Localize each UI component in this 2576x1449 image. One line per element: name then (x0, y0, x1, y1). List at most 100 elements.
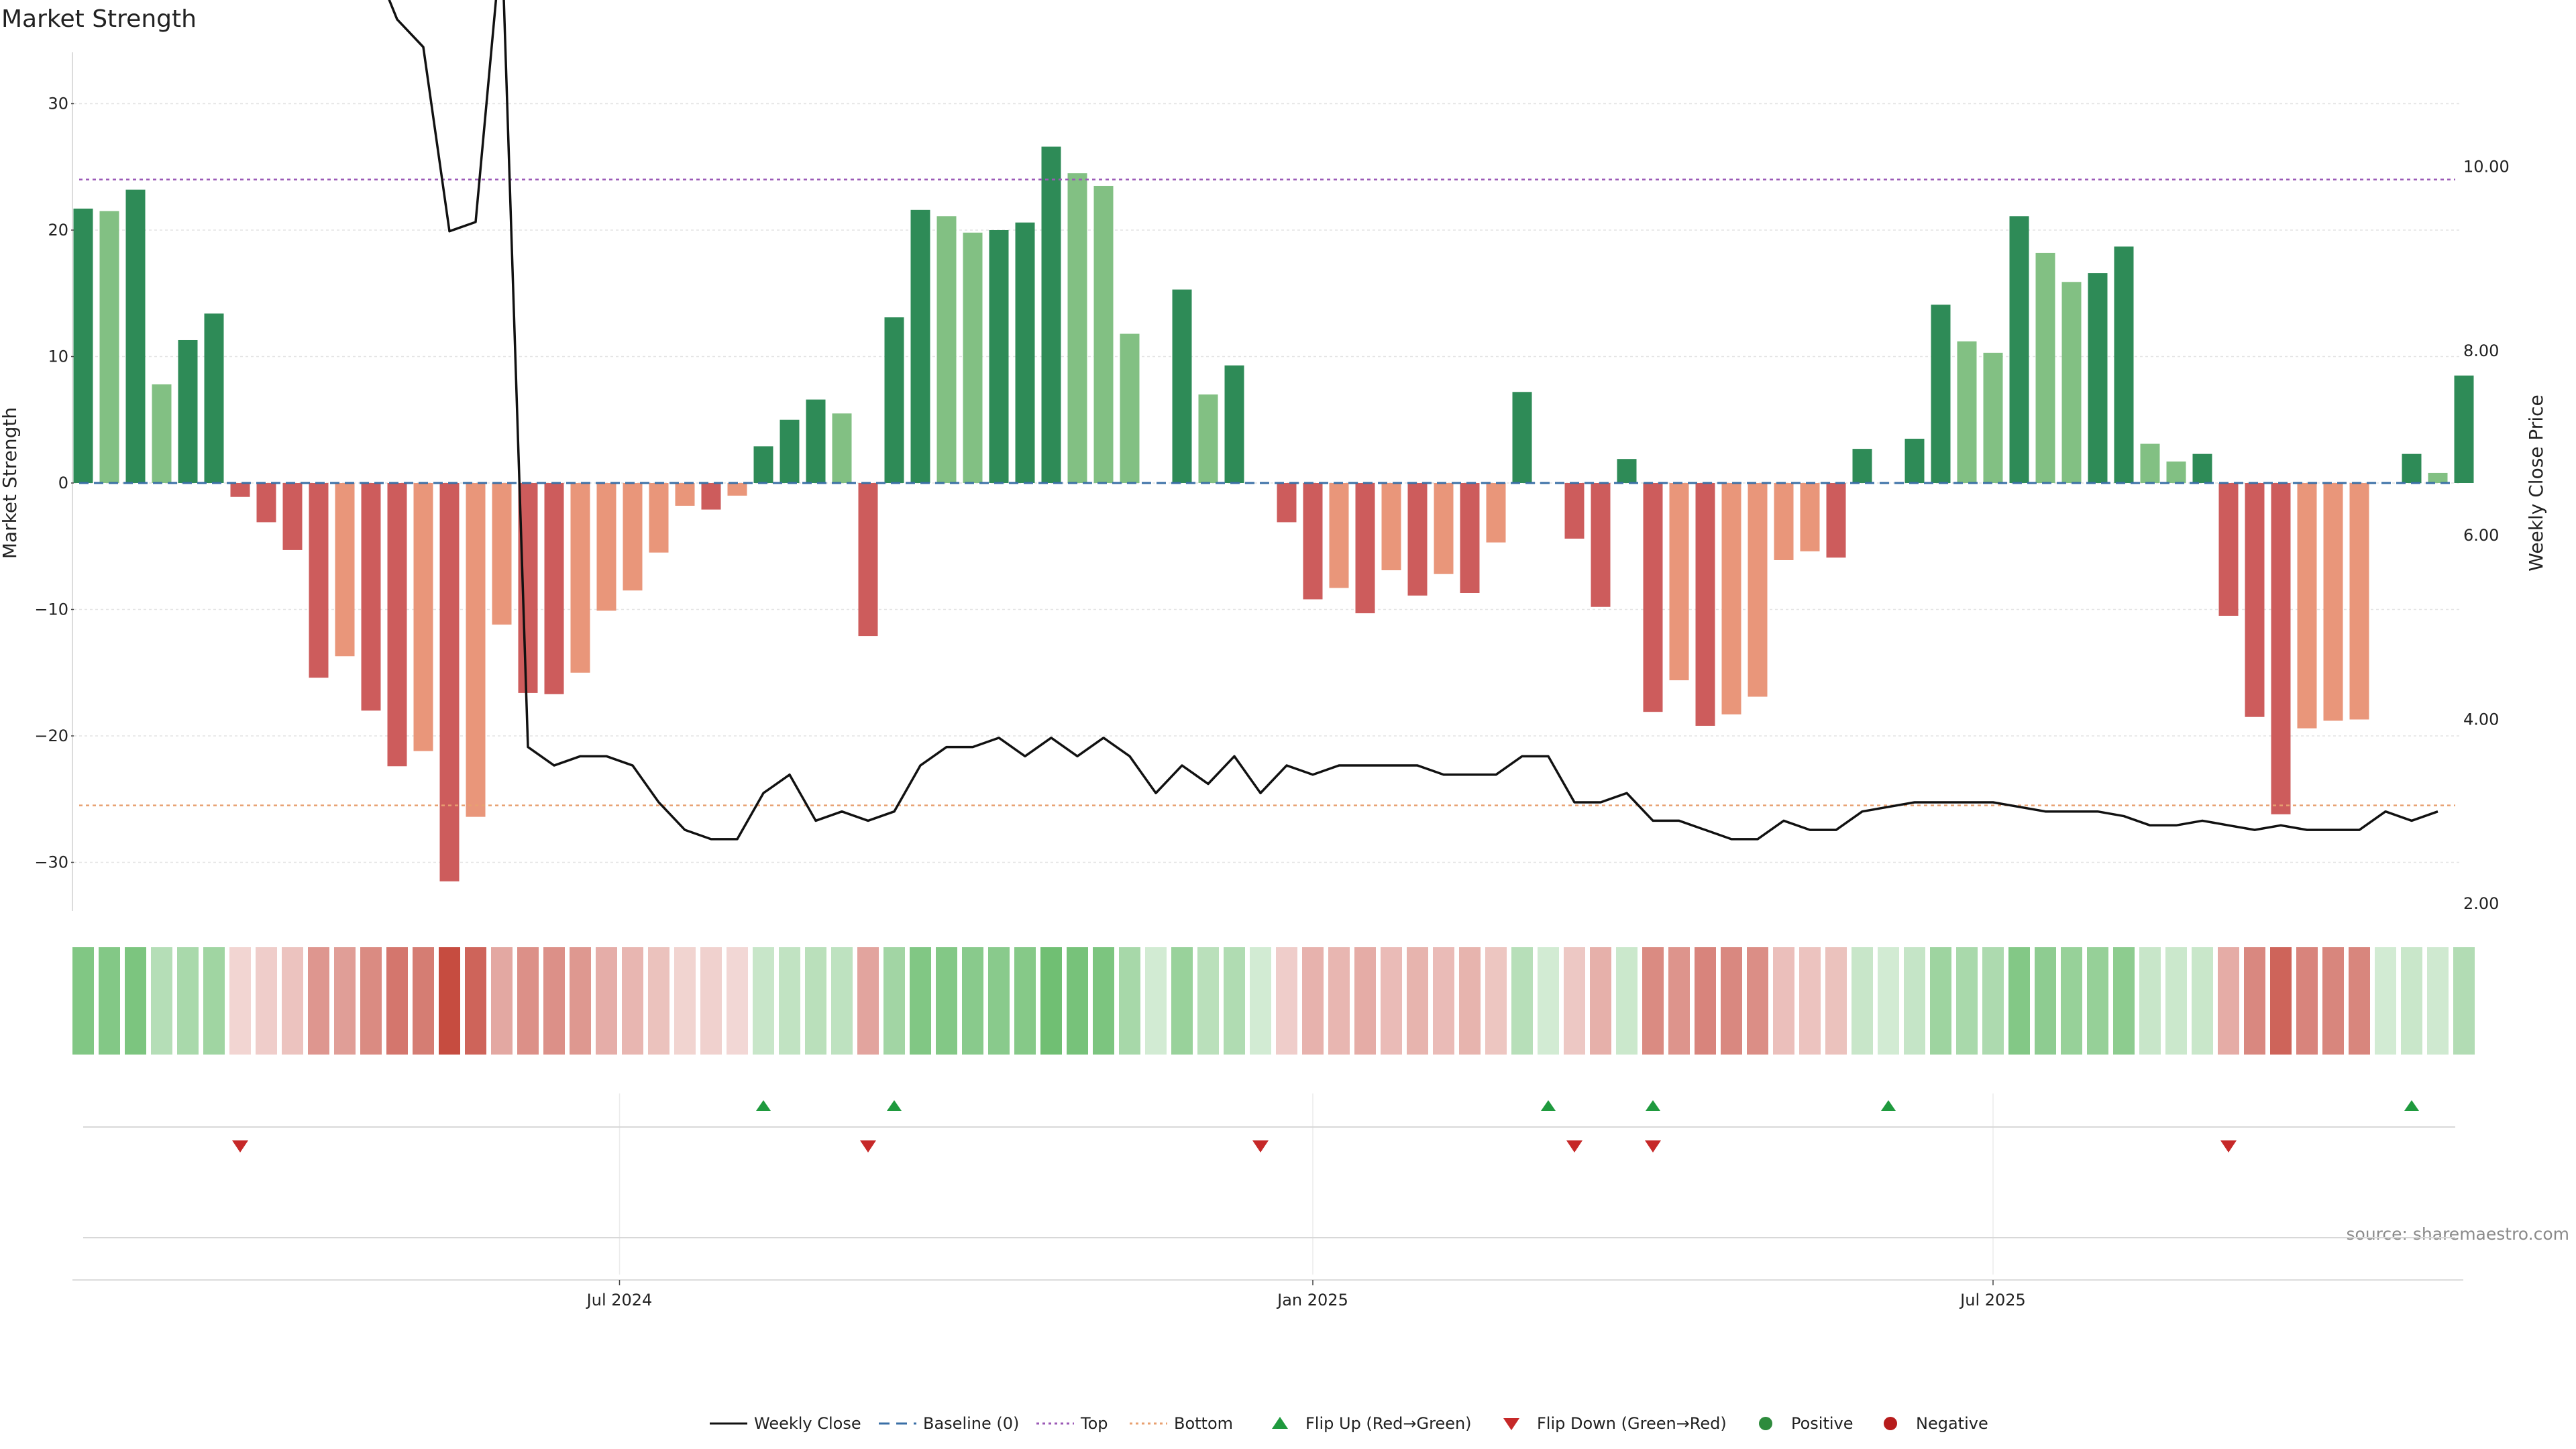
strength-bar (204, 313, 224, 483)
heat-cell (779, 947, 800, 1055)
x-tick-label: Jul 2024 (586, 1291, 653, 1309)
strength-bar (1826, 483, 1846, 558)
heat-cell (203, 947, 225, 1055)
legend-label: Bottom (1174, 1414, 1233, 1433)
strength-bar (1355, 483, 1375, 614)
flip-up-marker (756, 1100, 771, 1111)
heat-cell (1433, 947, 1454, 1055)
heat-cell (517, 947, 539, 1055)
heat-cell (805, 947, 826, 1055)
heat-cell (1982, 947, 2004, 1055)
strength-bar (1486, 483, 1506, 543)
strength-bar (230, 483, 250, 497)
heat-cell (936, 947, 957, 1055)
heat-cell (543, 947, 565, 1055)
heat-cell (1668, 947, 1690, 1055)
heat-cell (1302, 947, 1324, 1055)
y2-tick-label: 4.00 (2463, 710, 2499, 729)
heat-cell (2296, 947, 2318, 1055)
strength-bar (1931, 305, 1951, 483)
heat-cell (910, 947, 931, 1055)
heat-cell (2427, 947, 2449, 1055)
strength-bar (309, 483, 329, 678)
strength-bar (2297, 483, 2317, 729)
heat-cell (491, 947, 513, 1055)
strength-bar (884, 317, 904, 483)
heat-cell (1250, 947, 1271, 1055)
heat-cell (2087, 947, 2108, 1055)
heat-cell (1224, 947, 1245, 1055)
heat-cell (1799, 947, 1821, 1055)
strength-bar (1695, 483, 1715, 726)
x-tick-label: Jan 2025 (1276, 1291, 1348, 1309)
strength-bar (361, 483, 381, 711)
strength-bar (2088, 273, 2108, 483)
strength-bar (649, 483, 669, 553)
strength-bar (832, 413, 852, 483)
y2-tick-label: 2.00 (2463, 894, 2499, 913)
heat-cell (1642, 947, 1664, 1055)
strength-bar (1852, 449, 1872, 483)
strength-bar (963, 232, 983, 483)
strength-bar (73, 208, 93, 483)
strength-bar (1669, 483, 1689, 681)
strength-bar (2323, 483, 2343, 721)
strength-bar (2061, 282, 2082, 483)
strength-bar (1277, 483, 1297, 523)
strength-bar (753, 446, 773, 483)
heat-cell (1197, 947, 1219, 1055)
y-tick-label: 30 (48, 95, 68, 113)
strength-bar (1407, 483, 1428, 596)
heat-cell (962, 947, 983, 1055)
strength-bar (1617, 459, 1637, 483)
strength-bar (1512, 392, 1532, 483)
heat-cell (334, 947, 356, 1055)
heat-cell (1511, 947, 1533, 1055)
strength-bar (2114, 246, 2134, 483)
strength-bar (623, 483, 643, 591)
strength-bar (2218, 483, 2239, 616)
heat-cell (622, 947, 643, 1055)
strength-bar (989, 230, 1009, 483)
strength-bar (2035, 252, 2055, 483)
flip-up-marker (2404, 1100, 2419, 1111)
strength-bar (1591, 483, 1611, 607)
strength-bar (1643, 483, 1663, 712)
strength-bar (1774, 483, 1794, 560)
strength-bar (1198, 394, 1218, 483)
legend-label: Flip Up (Red→Green) (1305, 1414, 1472, 1433)
strength-bar (1172, 289, 1192, 483)
strength-bar (1120, 333, 1140, 483)
strength-bar (1303, 483, 1323, 600)
tick-labels-layer: 3020100−10−20−3020.0018.0016.0014.0012.0… (34, 95, 2509, 914)
y-tick-label: −10 (34, 600, 68, 619)
flip-down-marker (1645, 1140, 1661, 1152)
heat-cell (465, 947, 486, 1055)
heat-cell (99, 947, 120, 1055)
strength-bar (125, 189, 146, 483)
strength-bar (701, 483, 721, 510)
flip-up-marker (1881, 1100, 1896, 1111)
strength-bar (152, 384, 172, 483)
heat-cell (1773, 947, 1794, 1055)
heat-cell (229, 947, 251, 1055)
flip-down-marker (1252, 1140, 1269, 1152)
strength-bar (596, 483, 616, 611)
heat-cell (2453, 947, 2475, 1055)
heat-cell (727, 947, 748, 1055)
strength-bar (2166, 461, 2186, 483)
heat-cell (988, 947, 1010, 1055)
legend-label: Positive (1791, 1414, 1854, 1433)
y-tick-label: −20 (34, 727, 68, 745)
heat-cell (1590, 947, 1611, 1055)
strength-bar (910, 209, 930, 483)
flip-markers-layer (83, 1100, 2455, 1152)
heat-cell (700, 947, 722, 1055)
heat-cell (2008, 947, 2030, 1055)
heat-cell (2322, 947, 2344, 1055)
strength-bar (1434, 483, 1454, 574)
legend-label: Negative (1916, 1414, 1988, 1433)
strength-bar (492, 483, 512, 625)
strength-bar (570, 483, 590, 673)
